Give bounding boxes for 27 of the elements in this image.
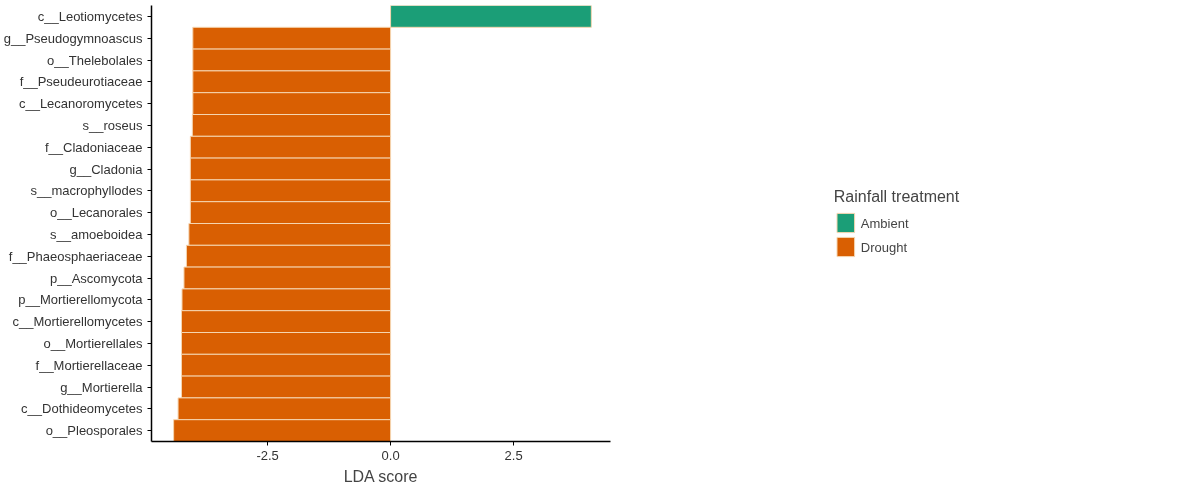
y-tick-label: c__Dothideomycetes: [21, 401, 143, 417]
y-tick-label: f__Cladoniaceae: [44, 139, 143, 155]
y-tick-label: f__Phaeosphaeriaceae: [8, 248, 143, 264]
y-tick-label: g__Cladonia: [69, 161, 144, 177]
y-tick-label: s__macrophyllodes: [30, 183, 143, 199]
legend-title: Rainfall treatment: [833, 187, 960, 206]
y-tick-label: c__Mortierellomycetes: [12, 314, 143, 330]
legend-label: Ambient: [860, 215, 909, 230]
y-tick-label: g__Pseudogymnoascus: [3, 30, 143, 46]
x-tick-label: 2.5: [504, 447, 523, 463]
y-tick-label: s__amoeboidea: [49, 226, 144, 242]
x-axis-title: LDA score: [343, 467, 418, 485]
y-tick-label: g__Mortierella: [60, 379, 144, 395]
y-tick-label: p__Ascomycota: [50, 270, 144, 286]
y-tick-label: p__Mortierellomycota: [18, 292, 144, 308]
y-tick-label: o__Mortierellales: [43, 335, 143, 351]
y-tick-label: c__Lecanoromycetes: [18, 96, 143, 112]
y-tick-label: s__roseus: [82, 117, 143, 133]
y-tick-label: f__Pseudeurotiaceae: [19, 74, 143, 90]
y-tick-label: c__Leotiomycetes: [37, 8, 143, 24]
x-tick-label: 0.0: [381, 447, 400, 463]
y-tick-label: o__Pleosporales: [45, 423, 143, 439]
legend-label: Drought: [860, 239, 908, 254]
x-tick-label: -2.5: [256, 447, 279, 463]
y-tick-label: f__Mortierellaceae: [35, 357, 143, 373]
y-tick-label: o__Thelebolales: [47, 52, 143, 68]
y-tick-label: o__Lecanorales: [49, 205, 143, 221]
